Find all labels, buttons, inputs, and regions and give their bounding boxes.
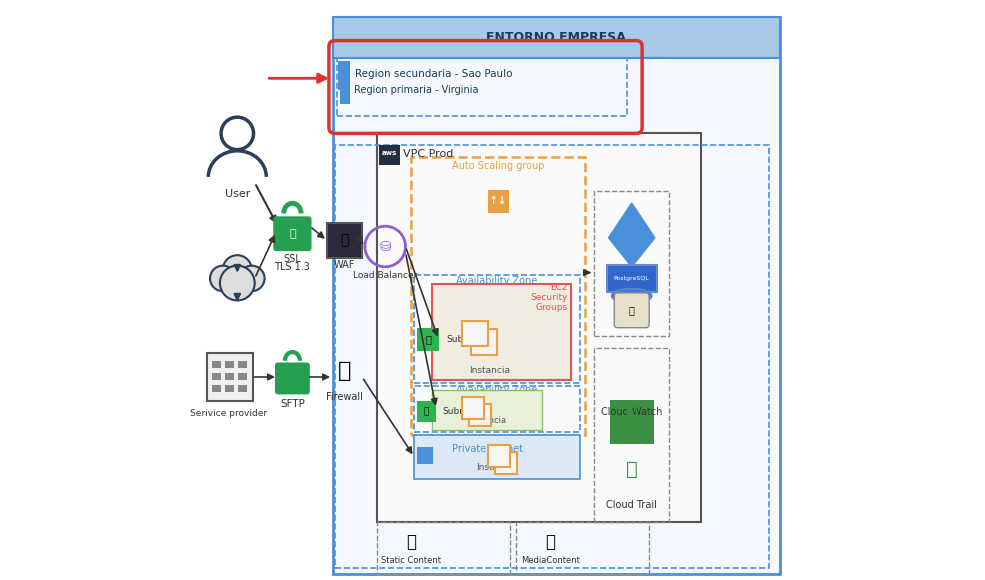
Polygon shape — [609, 203, 655, 267]
Bar — [213, 385, 221, 392]
Bar — [415, 276, 579, 383]
Text: SFTP: SFTP — [280, 399, 304, 409]
FancyBboxPatch shape — [207, 353, 253, 401]
FancyBboxPatch shape — [275, 362, 310, 394]
Text: 🏢: 🏢 — [625, 461, 637, 479]
Bar — [238, 361, 246, 368]
Text: ENTORNO EMPRESA: ENTORNO EMPRESA — [487, 31, 626, 44]
Bar — [594, 348, 670, 522]
Text: Firewall: Firewall — [326, 392, 363, 402]
Bar — [516, 522, 649, 574]
FancyBboxPatch shape — [607, 265, 657, 292]
Bar — [238, 373, 246, 380]
FancyBboxPatch shape — [417, 328, 439, 351]
Circle shape — [239, 266, 265, 291]
Text: User: User — [225, 189, 250, 199]
Text: Bucket S3: Bucket S3 — [608, 276, 656, 286]
Text: aws: aws — [381, 150, 397, 156]
Text: 🔒: 🔒 — [426, 334, 431, 345]
Text: ⛁: ⛁ — [379, 239, 391, 253]
FancyBboxPatch shape — [489, 445, 510, 467]
Circle shape — [210, 266, 235, 291]
Text: Static Content: Static Content — [381, 556, 441, 564]
Text: 🔒: 🔒 — [424, 407, 429, 416]
Text: Serivice provider: Serivice provider — [190, 409, 267, 418]
FancyBboxPatch shape — [471, 329, 496, 355]
Text: Load Balancer: Load Balancer — [353, 271, 418, 280]
Text: Availability Zone: Availability Zone — [456, 276, 538, 286]
Bar — [238, 385, 246, 392]
Bar — [213, 373, 221, 380]
Text: 🔥: 🔥 — [338, 361, 352, 381]
Bar — [338, 61, 351, 90]
Text: SSL: SSL — [284, 254, 301, 264]
Text: Instancia: Instancia — [468, 416, 505, 425]
Bar — [376, 522, 510, 574]
Text: PostgreSQL: PostgreSQL — [614, 276, 649, 281]
Text: Instancia: Instancia — [469, 366, 510, 375]
Bar — [335, 145, 768, 568]
FancyBboxPatch shape — [273, 216, 311, 251]
Circle shape — [223, 255, 252, 284]
Text: EC2
Security
Groups: EC2 Security Groups — [530, 282, 568, 312]
Bar — [412, 157, 585, 435]
Text: Region secundaria - Sao Paulo: Region secundaria - Sao Paulo — [355, 68, 512, 79]
Text: Region primaria - Virginia: Region primaria - Virginia — [355, 85, 479, 95]
Text: 🪣: 🪣 — [546, 533, 556, 552]
Circle shape — [220, 266, 255, 300]
FancyBboxPatch shape — [495, 452, 517, 474]
FancyBboxPatch shape — [333, 17, 779, 574]
Ellipse shape — [612, 289, 652, 303]
FancyBboxPatch shape — [431, 390, 542, 430]
Text: ⚿: ⚿ — [289, 229, 295, 240]
Text: Private subnet: Private subnet — [452, 444, 523, 454]
Text: TLS 1.3: TLS 1.3 — [275, 262, 310, 272]
Text: WAF: WAF — [334, 260, 356, 270]
FancyBboxPatch shape — [469, 404, 491, 426]
Bar — [226, 361, 233, 368]
Bar — [415, 386, 579, 432]
Text: 🔱: 🔱 — [341, 233, 349, 247]
Text: Subnet: Subnet — [442, 407, 475, 416]
Text: Instancia: Instancia — [477, 463, 517, 472]
FancyBboxPatch shape — [615, 293, 649, 328]
FancyBboxPatch shape — [431, 284, 570, 380]
Text: 🏢: 🏢 — [625, 405, 637, 424]
FancyBboxPatch shape — [417, 401, 436, 422]
FancyBboxPatch shape — [462, 397, 484, 419]
Bar — [594, 191, 670, 336]
Text: Availability Zone: Availability Zone — [456, 385, 538, 394]
Bar — [213, 361, 221, 368]
Bar — [226, 385, 233, 392]
Text: Subnet: Subnet — [446, 335, 479, 344]
FancyBboxPatch shape — [327, 223, 362, 258]
FancyBboxPatch shape — [376, 133, 701, 522]
Text: ↑↓: ↑↓ — [489, 196, 507, 206]
FancyBboxPatch shape — [417, 447, 432, 464]
Text: Cloud Watch: Cloud Watch — [601, 407, 662, 416]
Text: Cloud Trail: Cloud Trail — [606, 499, 657, 509]
Bar — [379, 145, 400, 165]
Text: Auto Scaling group: Auto Scaling group — [452, 161, 545, 171]
Text: 🔒: 🔒 — [628, 305, 634, 316]
Bar — [340, 78, 351, 104]
FancyBboxPatch shape — [415, 435, 579, 478]
Bar — [337, 58, 627, 116]
Text: VPC Prod: VPC Prod — [403, 148, 453, 159]
Text: MediaContent: MediaContent — [521, 556, 580, 564]
FancyBboxPatch shape — [610, 400, 654, 444]
Bar — [226, 373, 233, 380]
Text: 🪣: 🪣 — [406, 533, 417, 552]
Bar — [333, 17, 779, 58]
FancyBboxPatch shape — [462, 321, 488, 346]
FancyBboxPatch shape — [488, 190, 508, 213]
